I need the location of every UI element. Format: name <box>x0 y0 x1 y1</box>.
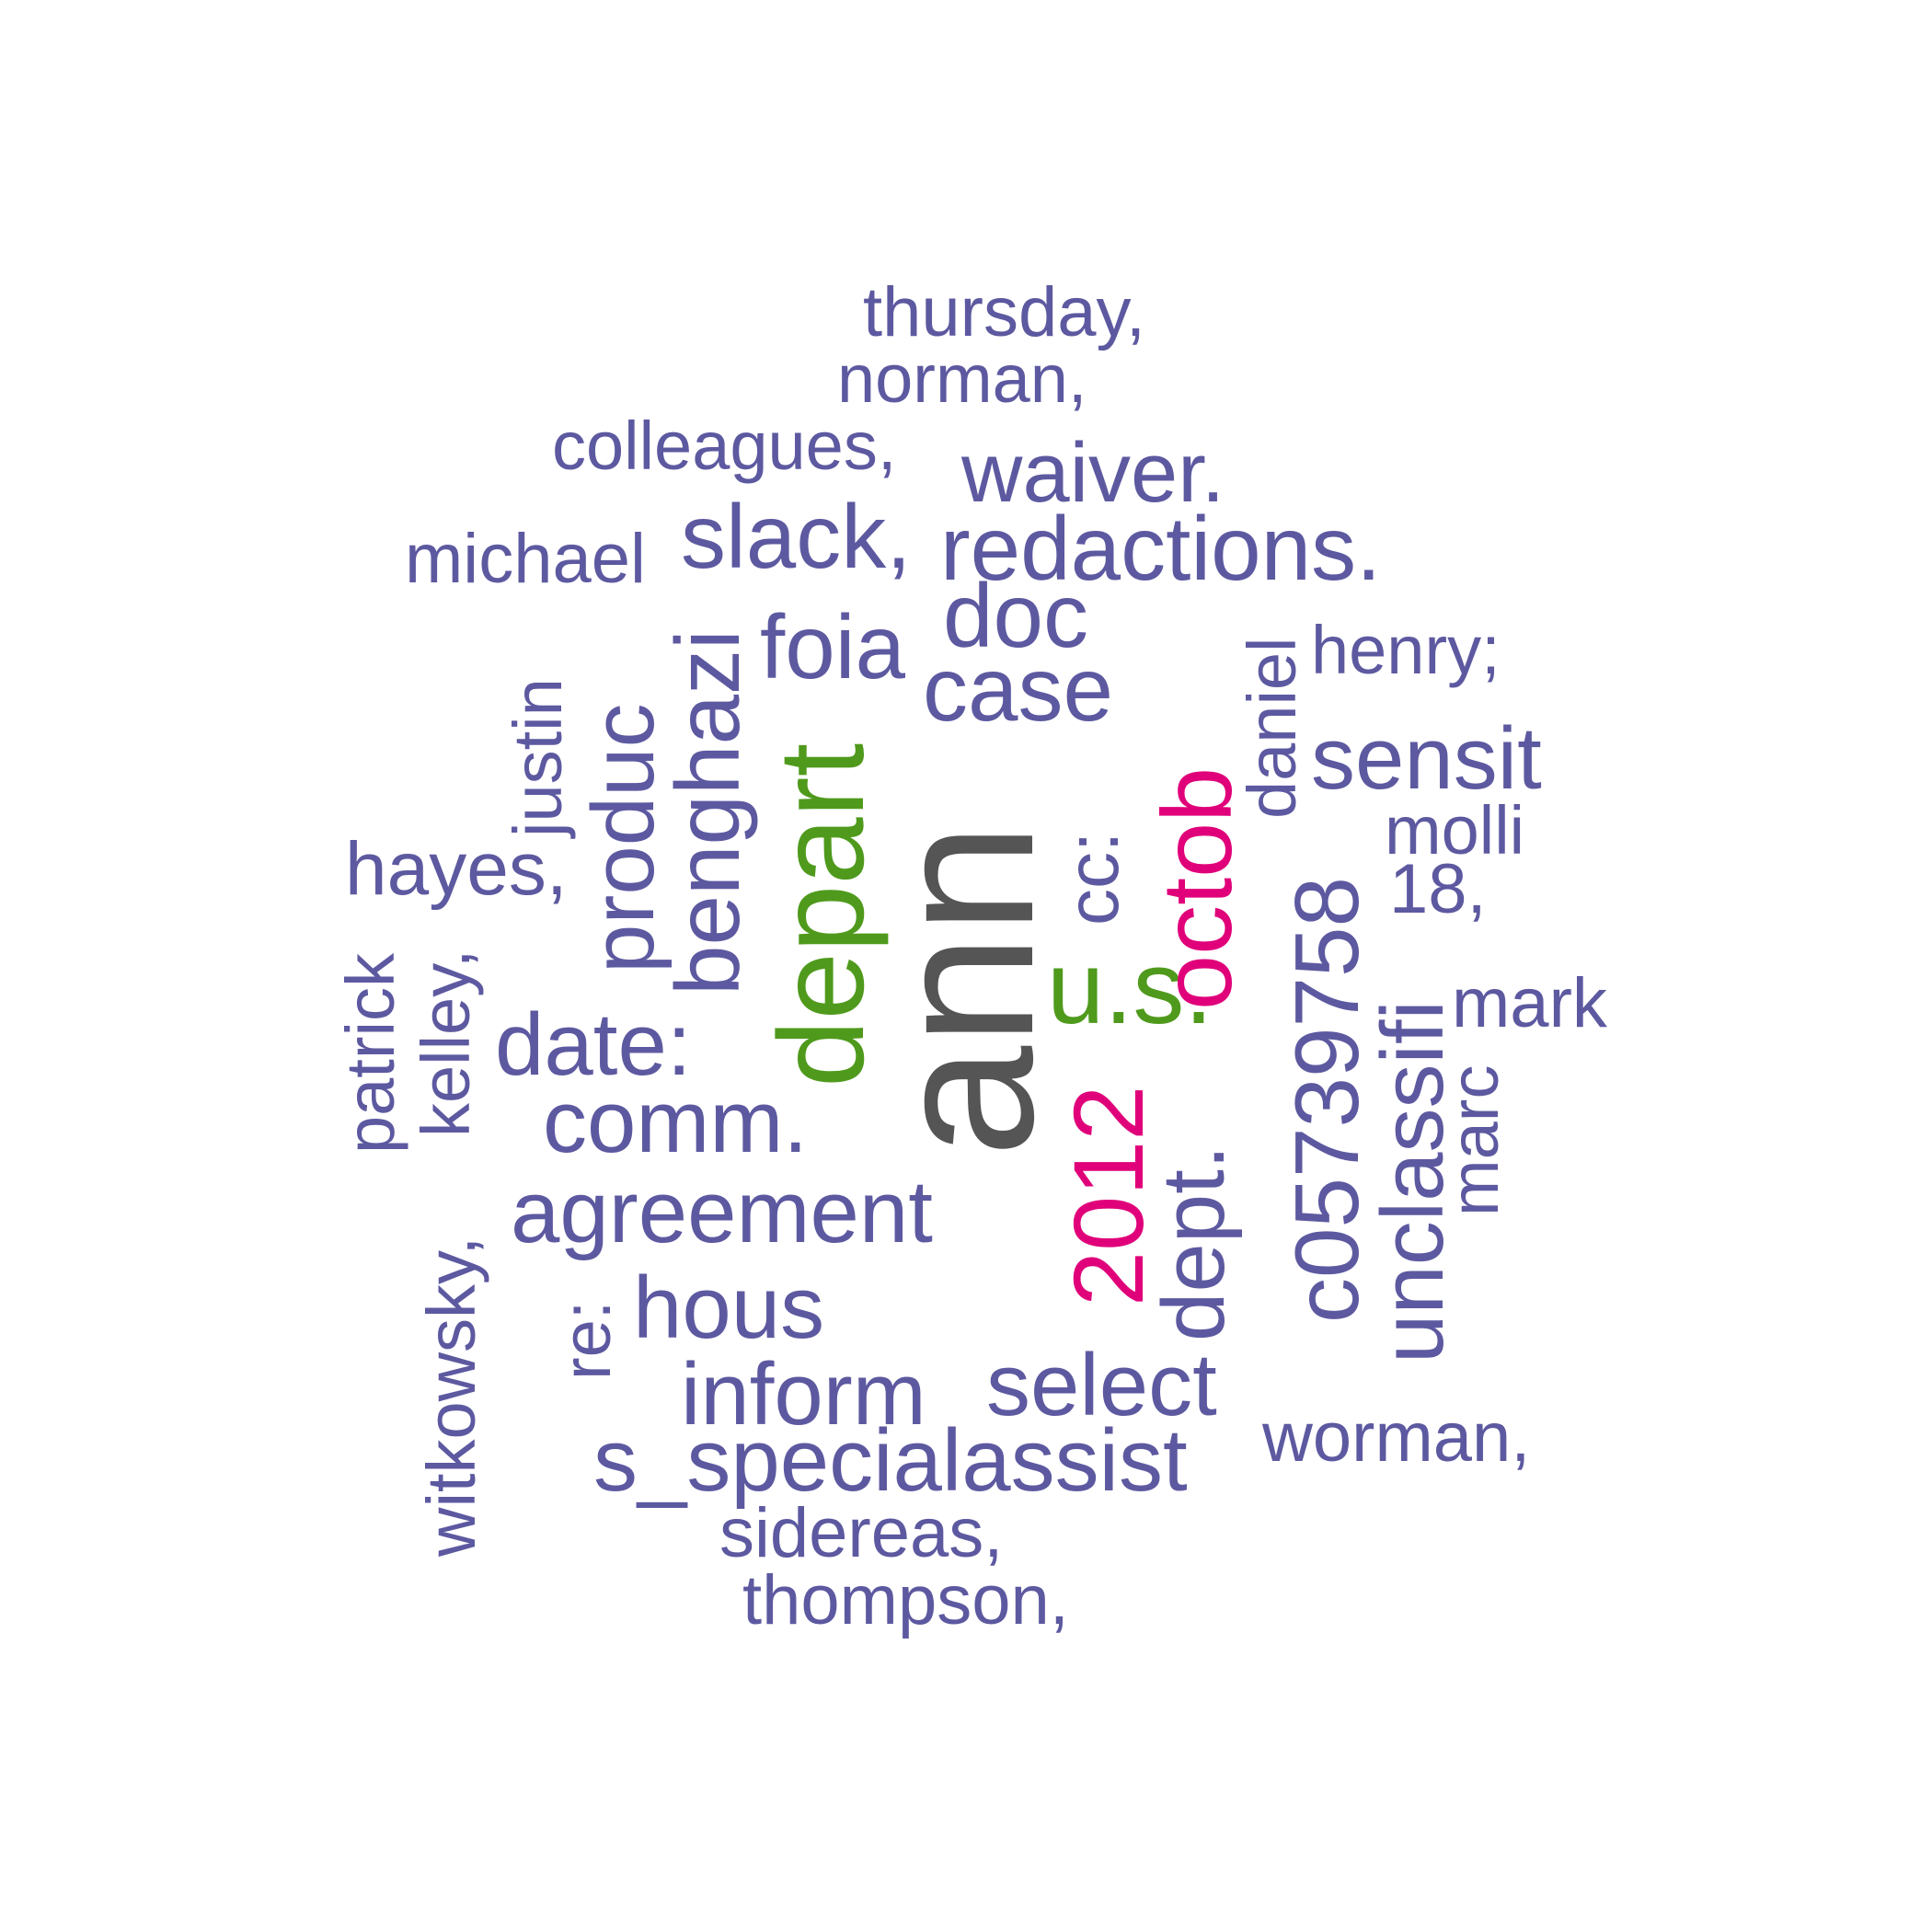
cloud-word: re: <box>548 1301 625 1380</box>
cloud-word: thompson, <box>742 1561 1069 1639</box>
cloud-word: molli <box>1385 792 1524 868</box>
cloud-word: michael <box>405 520 646 598</box>
cloud-word: sidereas, <box>719 1494 1003 1572</box>
cloud-word: witkowsky, <box>413 1236 489 1558</box>
cloud-word: justin <box>500 678 576 839</box>
cloud-word: cc: <box>1052 832 1133 926</box>
cloud-word: u.s. <box>1047 930 1213 1045</box>
cloud-word: mark <box>1452 964 1608 1042</box>
cloud-word: sensit <box>1311 709 1542 808</box>
cloud-word: dept. <box>1144 1144 1243 1341</box>
cloud-word: octob <box>1141 767 1252 1010</box>
cloud-word: depart <box>753 743 889 1087</box>
cloud-word: doc <box>943 565 1088 666</box>
cloud-word: agreement <box>511 1163 933 1261</box>
cloud-word: 2012 <box>1052 1086 1164 1306</box>
cloud-word: hayes, <box>345 827 568 911</box>
cloud-word: date: <box>495 995 692 1094</box>
cloud-word: henry; <box>1311 612 1501 688</box>
cloud-word: waiver. <box>960 426 1225 520</box>
cloud-word: 18, <box>1389 850 1487 928</box>
cloud-word: c05739758 <box>1276 877 1377 1323</box>
cloud-word: redactions. <box>940 498 1381 599</box>
cloud-word: ann <box>852 822 1075 1157</box>
cloud-word: foia <box>760 596 906 697</box>
cloud-word: comm. <box>543 1073 808 1171</box>
cloud-word: slack, <box>681 486 912 587</box>
cloud-word: case <box>923 638 1113 740</box>
cloud-word: select <box>986 1336 1217 1434</box>
cloud-word: benghazi <box>657 629 758 995</box>
cloud-word: hous <box>633 1259 824 1357</box>
cloud-word: s_specialassist <box>593 1411 1188 1510</box>
cloud-word: patrick <box>332 952 408 1154</box>
cloud-word: produc <box>574 703 673 973</box>
cloud-word: worman, <box>1261 1398 1530 1477</box>
cloud-word: unclassifi <box>1363 1000 1462 1363</box>
cloud-word: colleagues, <box>552 408 896 484</box>
cloud-word: daniel <box>1234 637 1310 819</box>
cloud-word: kelley, <box>408 949 484 1137</box>
cloud-word: norman, <box>837 340 1087 417</box>
cloud-word: marc <box>1436 1065 1512 1216</box>
cloud-word: inform <box>681 1345 926 1443</box>
cloud-word: thursday, <box>863 273 1145 351</box>
